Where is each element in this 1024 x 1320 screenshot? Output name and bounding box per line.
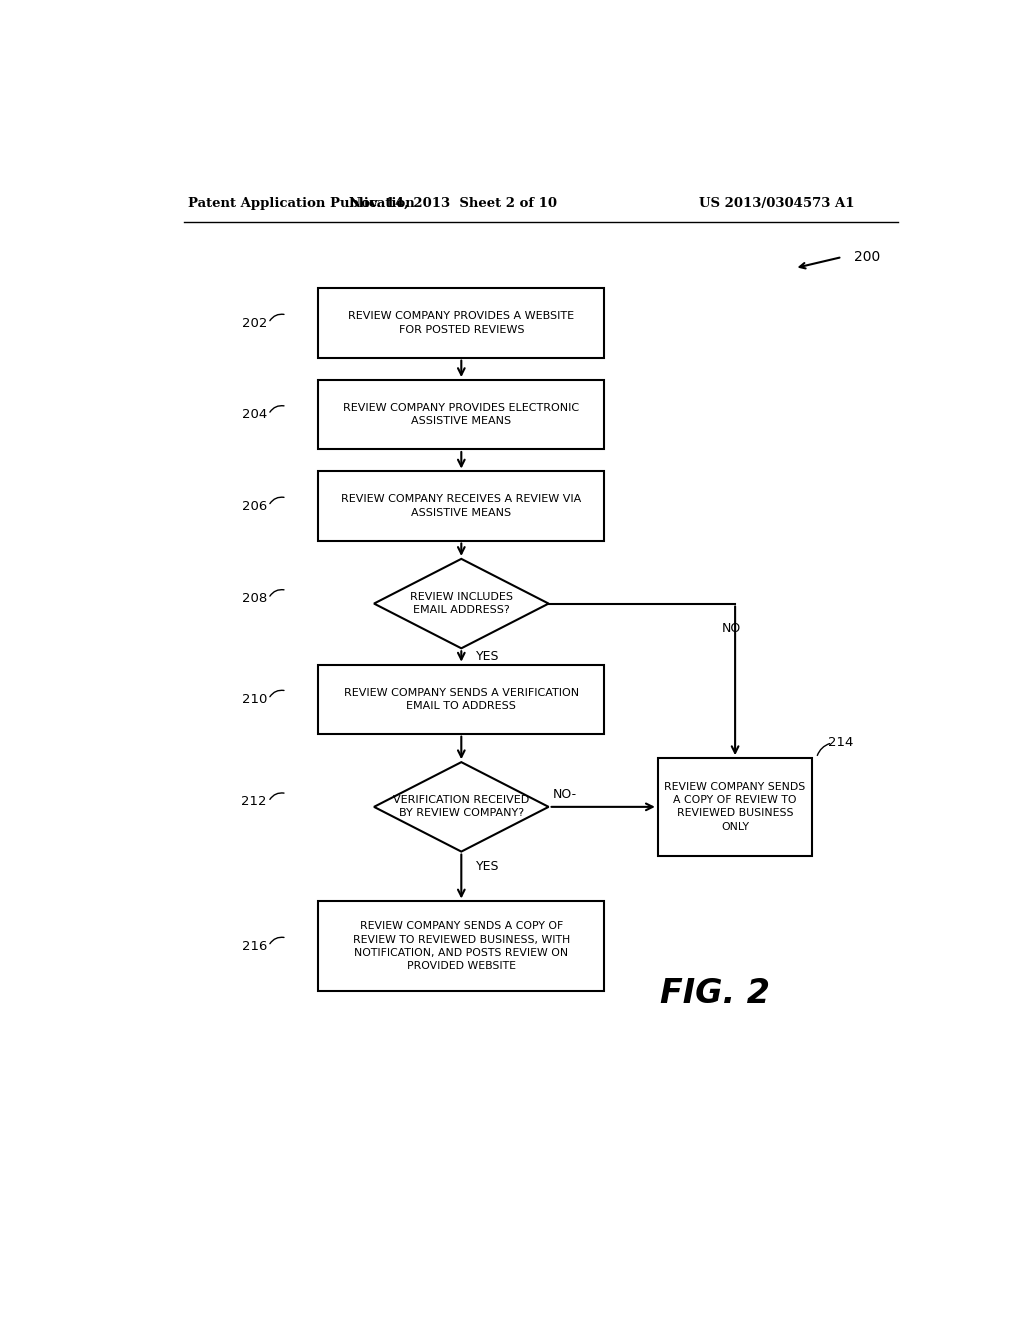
Text: NO-: NO- [553,788,577,801]
Text: YES: YES [475,649,499,663]
Text: 208: 208 [242,591,267,605]
Text: 212: 212 [242,795,267,808]
Text: REVIEW COMPANY SENDS A VERIFICATION
EMAIL TO ADDRESS: REVIEW COMPANY SENDS A VERIFICATION EMAI… [344,688,579,710]
Bar [318,664,604,734]
Text: 214: 214 [828,737,854,750]
Polygon shape [374,762,549,851]
Polygon shape [374,558,549,648]
Text: REVIEW COMPANY SENDS
A COPY OF REVIEW TO
REVIEWED BUSINESS
ONLY: REVIEW COMPANY SENDS A COPY OF REVIEW TO… [665,781,806,832]
Text: US 2013/0304573 A1: US 2013/0304573 A1 [699,197,855,210]
Bar [318,471,604,541]
Text: Nov. 14, 2013  Sheet 2 of 10: Nov. 14, 2013 Sheet 2 of 10 [349,197,557,210]
Text: 216: 216 [242,940,267,953]
Text: 210: 210 [242,693,267,706]
Text: REVIEW COMPANY RECEIVES A REVIEW VIA
ASSISTIVE MEANS: REVIEW COMPANY RECEIVES A REVIEW VIA ASS… [341,495,582,517]
Text: 200: 200 [854,249,881,264]
Text: REVIEW COMPANY PROVIDES ELECTRONIC
ASSISTIVE MEANS: REVIEW COMPANY PROVIDES ELECTRONIC ASSIS… [343,403,580,426]
Text: Patent Application Publication: Patent Application Publication [187,197,415,210]
Text: FIG. 2: FIG. 2 [660,977,770,1010]
Bar [318,902,604,991]
Text: YES: YES [475,859,499,873]
Text: VERIFICATION RECEIVED
BY REVIEW COMPANY?: VERIFICATION RECEIVED BY REVIEW COMPANY? [393,795,529,818]
Text: REVIEW COMPANY PROVIDES A WEBSITE
FOR POSTED REVIEWS: REVIEW COMPANY PROVIDES A WEBSITE FOR PO… [348,312,574,335]
Text: REVIEW COMPANY SENDS A COPY OF
REVIEW TO REVIEWED BUSINESS, WITH
NOTIFICATION, A: REVIEW COMPANY SENDS A COPY OF REVIEW TO… [352,921,570,972]
Text: REVIEW INCLUDES
EMAIL ADDRESS?: REVIEW INCLUDES EMAIL ADDRESS? [410,591,513,615]
Bar [657,758,812,855]
Text: 204: 204 [242,408,267,421]
Text: 206: 206 [242,499,267,512]
Text: NO: NO [722,622,740,635]
Bar [318,380,604,449]
Text: 202: 202 [242,317,267,330]
Bar [318,289,604,358]
